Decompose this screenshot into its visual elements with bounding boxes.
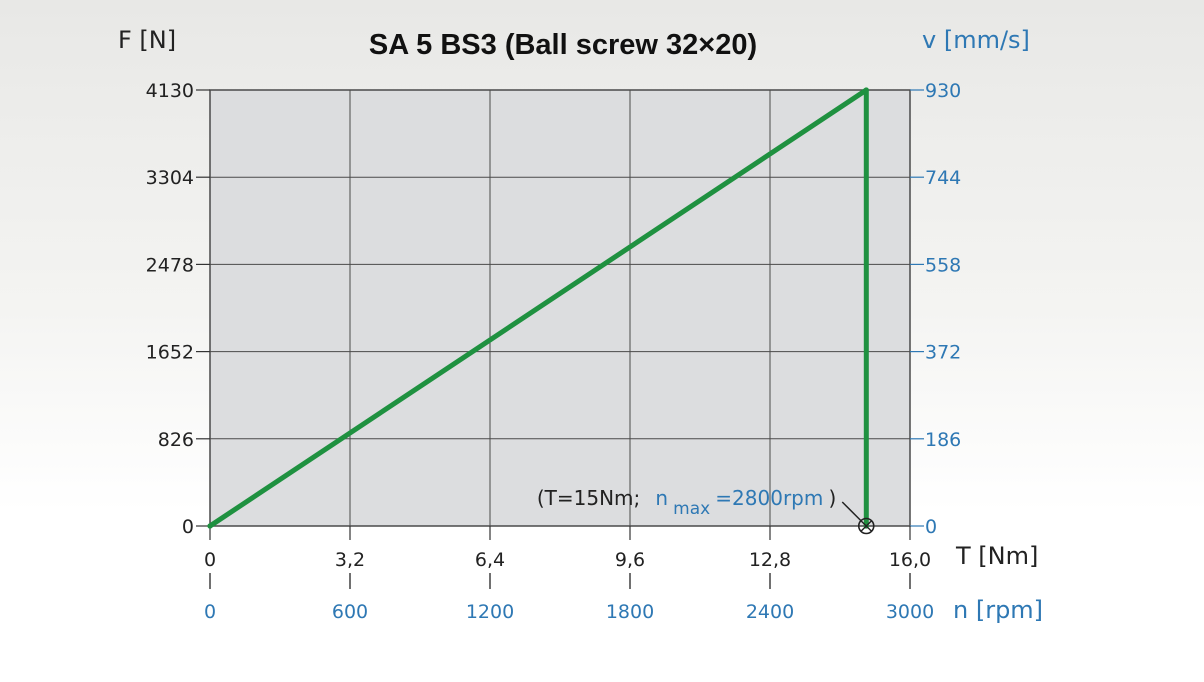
x2-tick-label: 2400	[746, 601, 794, 623]
annotation: (T=15Nm; n max =2800rpm )	[537, 486, 875, 535]
x2-tick-label: 0	[204, 601, 216, 623]
annotation-text: (T=15Nm; n max =2800rpm )	[537, 486, 836, 519]
marker-ring	[857, 517, 875, 535]
annotation-n-subscript: max	[673, 499, 710, 519]
x2-tick-label: 600	[332, 601, 368, 623]
y-left-axis-label: F [N]	[118, 26, 176, 54]
marker-cross-b	[860, 520, 873, 532]
plot-border	[209, 89, 911, 527]
y-right-tick-label: 372	[925, 342, 961, 364]
x2-tick-label: 1200	[466, 601, 514, 623]
y-right-tick-label: 186	[925, 429, 961, 451]
y-right-tick-label: 744	[925, 167, 961, 189]
ticks: 0 826 1652 2478 3304 4130 0 186 372 558 744 930 0 3,2…	[146, 80, 962, 623]
series-point	[207, 523, 213, 529]
annotation-leader-line	[841, 501, 862, 522]
annotation-suffix: )	[828, 486, 836, 510]
annotation-n-symbol: n	[655, 486, 668, 510]
x-tick-label: 3,2	[335, 549, 365, 571]
y-left-tick-label: 2478	[146, 254, 194, 276]
y-left-tick-label: 4130	[146, 80, 194, 102]
annotation-prefix: (T=15Nm;	[537, 486, 640, 510]
x2-axis-label: n [rpm]	[953, 596, 1043, 624]
x2-tick-label: 3000	[886, 601, 934, 623]
annotation-value: =2800rpm	[715, 486, 823, 510]
x-axis-label: T [Nm]	[955, 542, 1038, 570]
y-right-axis-label: v [mm/s]	[922, 26, 1030, 54]
series-point	[863, 87, 869, 93]
chart-title: SA 5 BS3 (Ball screw 32×20)	[369, 29, 757, 61]
x-tick-label: 9,6	[615, 549, 645, 571]
y-right-tick-label: 0	[925, 516, 937, 538]
x-tick-label: 16,0	[889, 549, 931, 571]
y-left-tick-label: 1652	[146, 342, 194, 364]
x-tick-label: 0	[204, 549, 216, 571]
y-right-tick-label: 558	[925, 254, 961, 276]
y-left-tick-label: 826	[158, 429, 194, 451]
plot-area	[210, 90, 910, 526]
x-tick-label: 6,4	[475, 549, 505, 571]
x2-tick-label: 1800	[606, 601, 654, 623]
x-tick-label: 12,8	[749, 549, 791, 571]
grid	[209, 89, 911, 527]
max-speed-marker-icon	[857, 517, 875, 535]
y-left-tick-label: 0	[182, 516, 194, 538]
y-left-tick-label: 3304	[146, 167, 194, 189]
y-right-tick-label: 930	[925, 80, 961, 102]
